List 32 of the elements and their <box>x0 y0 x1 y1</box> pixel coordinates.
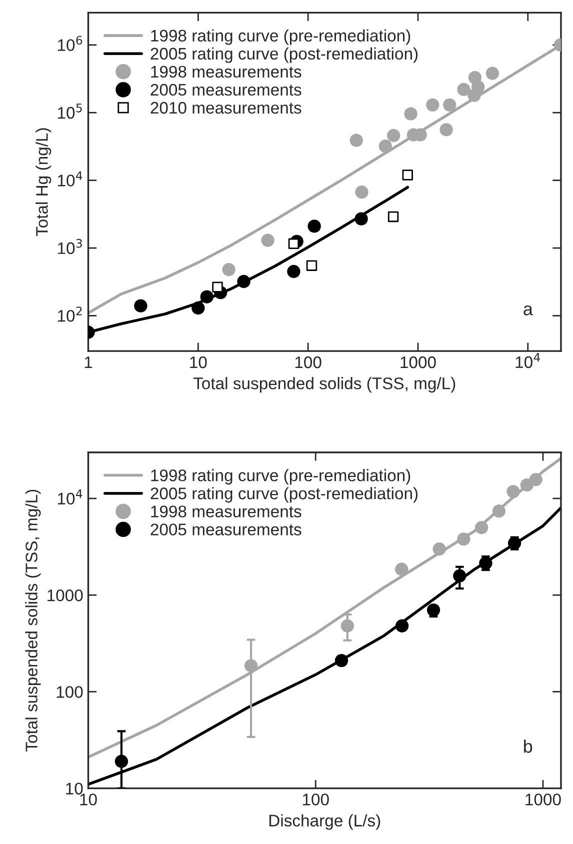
x-tick-label: 1000 <box>526 794 561 806</box>
legend-label: 1998 measurements <box>151 506 302 518</box>
legend-label: 1998 rating curve (pre-remediation) <box>151 29 410 45</box>
y-axis-title: Total suspended solids (TSS, mg/L) <box>25 490 41 752</box>
legend-label: 2005 rating curve (post-remediation) <box>150 487 418 503</box>
x-axis-title: Discharge (L/s) <box>269 814 380 830</box>
legend-label: 2005 measurements <box>150 84 302 96</box>
x-tick-label: 10 <box>190 356 207 368</box>
y-axis-title: Total Hg (ng/L) <box>36 128 52 236</box>
annotation: a <box>524 305 533 316</box>
y-tick-label: 10$^{6}$ <box>58 36 82 52</box>
x-tick-label: 100 <box>295 356 322 368</box>
x-tick-label: 1 <box>84 356 92 368</box>
y-tick-label: 10$^{4}$ <box>58 171 82 186</box>
x-axis-title: Total suspended solids (TSS, mg/L) <box>193 377 456 393</box>
x-tick-label: 10 <box>80 794 97 806</box>
y-tick-label: 10$^{2}$ <box>58 306 82 322</box>
y-tick-label: 10 <box>66 782 83 794</box>
y-tick-label: 10$^{4}$ <box>58 490 82 505</box>
legend-label: 1998 rating curve (pre-remediation) <box>151 469 410 485</box>
x-tick-label: 100 <box>302 794 329 806</box>
legend-label: 2010 measurements <box>150 102 302 114</box>
y-tick-label: 10$^{3}$ <box>58 238 82 254</box>
y-tick-label: 10$^{5}$ <box>58 104 82 119</box>
annotation: b <box>524 740 532 753</box>
y-tick-label: 100 <box>56 686 83 698</box>
legend-label: 2005 rating curve (post-remediation) <box>150 47 418 63</box>
x-tick-label: 1000 <box>400 356 436 368</box>
legend-label: 1998 measurements <box>151 66 302 78</box>
legend-label: 2005 measurements <box>150 524 302 536</box>
y-tick-label: 1000 <box>48 589 83 602</box>
x-tick-label: 10$^{4}$ <box>516 353 540 368</box>
